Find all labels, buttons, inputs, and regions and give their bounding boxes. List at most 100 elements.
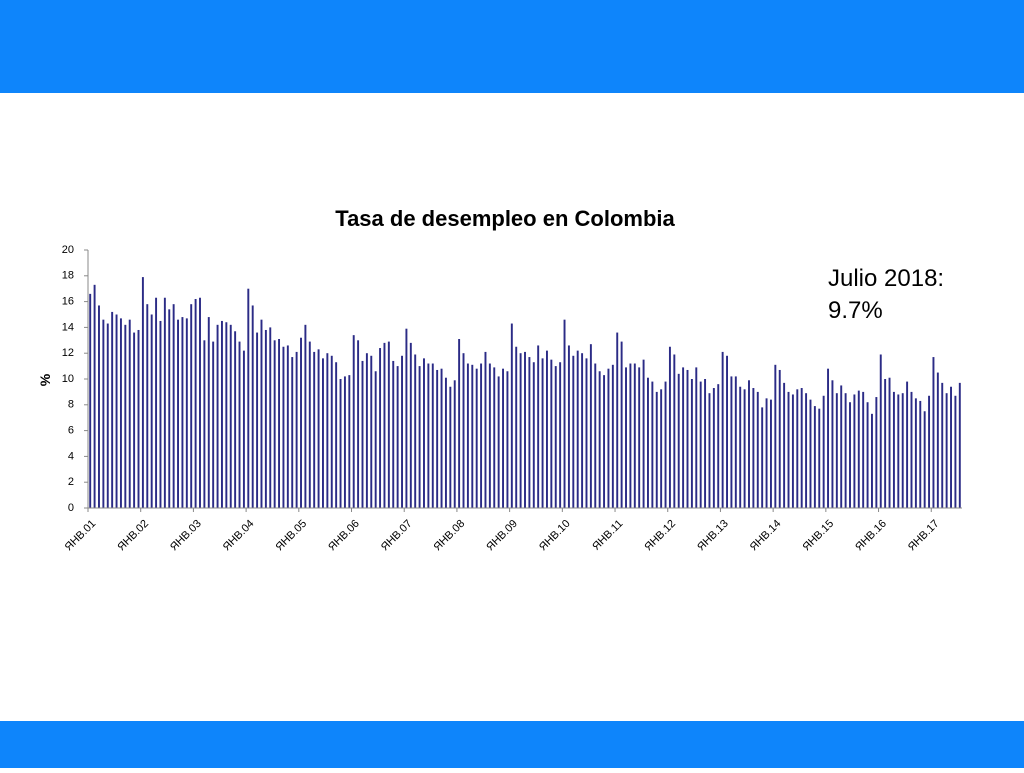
y-tick-label: 0 [68, 502, 74, 514]
bar [251, 305, 254, 508]
bar [374, 371, 377, 508]
bar [352, 335, 355, 508]
bar [238, 341, 241, 508]
bar [761, 407, 764, 508]
bar [401, 355, 403, 508]
bar [119, 318, 122, 508]
bar [317, 349, 320, 508]
bar [335, 362, 338, 508]
bar [633, 363, 636, 508]
bar [168, 309, 171, 508]
bar [875, 397, 878, 508]
bar [326, 353, 329, 508]
y-tick-label: 6 [68, 425, 74, 437]
y-tick-label: 20 [62, 244, 74, 256]
bar [291, 357, 294, 508]
bar [339, 379, 342, 508]
bar [910, 391, 913, 508]
bar [831, 380, 834, 508]
y-tick-label: 10 [62, 373, 74, 385]
y-tick-label: 18 [62, 270, 74, 282]
bar [673, 354, 676, 508]
bar [813, 406, 816, 508]
bar [409, 342, 412, 508]
bar [941, 382, 944, 508]
bar [365, 353, 368, 508]
x-tick-label: ЯНВ.03 [168, 518, 204, 554]
bar [330, 355, 333, 508]
bar [796, 389, 799, 508]
bar [756, 391, 759, 508]
bar [682, 367, 685, 508]
bar [743, 389, 746, 508]
bar [914, 398, 917, 508]
bar [884, 379, 887, 508]
bar [497, 376, 500, 508]
bar [89, 293, 92, 508]
bar [177, 319, 180, 508]
bar [748, 380, 750, 508]
bar [361, 360, 364, 508]
bar [550, 359, 553, 508]
bar [528, 357, 531, 508]
bar [190, 304, 193, 508]
x-tick-label: ЯНВ.17 [906, 518, 942, 554]
bar [269, 327, 272, 508]
bar [440, 368, 443, 508]
bar [506, 371, 509, 508]
bar [524, 351, 526, 508]
bar [234, 331, 237, 508]
bar [256, 332, 259, 508]
bar [181, 317, 184, 508]
bar [844, 393, 847, 508]
bar [111, 311, 114, 508]
bar [901, 393, 904, 508]
bar [172, 304, 175, 508]
bar [734, 376, 737, 508]
bar [642, 359, 645, 508]
bar [519, 353, 522, 508]
bar [150, 314, 153, 508]
bar [414, 354, 417, 508]
x-tick-label: ЯНВ.16 [853, 518, 889, 554]
bar [629, 363, 632, 508]
x-tick-label: ЯНВ.05 [273, 518, 309, 554]
bar [958, 382, 961, 508]
annotation: Julio 2018: [828, 265, 944, 292]
bar [906, 381, 909, 508]
bar [805, 393, 808, 508]
bar [778, 369, 781, 508]
bar [774, 364, 777, 508]
bar [427, 363, 430, 508]
y-tick-label: 2 [68, 476, 74, 488]
bar [124, 324, 127, 508]
bar [677, 373, 680, 508]
bar [712, 388, 715, 508]
x-tick-label: ЯНВ.04 [221, 518, 257, 554]
bar [322, 358, 324, 508]
bar [453, 380, 456, 508]
bar [282, 346, 285, 508]
bar [199, 297, 201, 508]
bar [563, 319, 566, 508]
bar [892, 391, 895, 508]
bar [379, 348, 382, 508]
bar [783, 382, 786, 508]
bar [146, 304, 149, 508]
bar [493, 367, 496, 508]
bar [651, 381, 654, 508]
y-tick-label: 14 [62, 321, 74, 333]
bar [471, 364, 474, 508]
bar [655, 391, 658, 508]
bar [466, 363, 469, 508]
bar [668, 346, 671, 508]
bar [273, 340, 276, 508]
bar [163, 297, 166, 508]
bar [787, 391, 790, 508]
chart-title: Tasa de desempleo en Colombia [335, 206, 675, 231]
bar [242, 350, 245, 508]
bar [708, 393, 711, 508]
bar [141, 277, 144, 508]
bar [475, 368, 478, 508]
